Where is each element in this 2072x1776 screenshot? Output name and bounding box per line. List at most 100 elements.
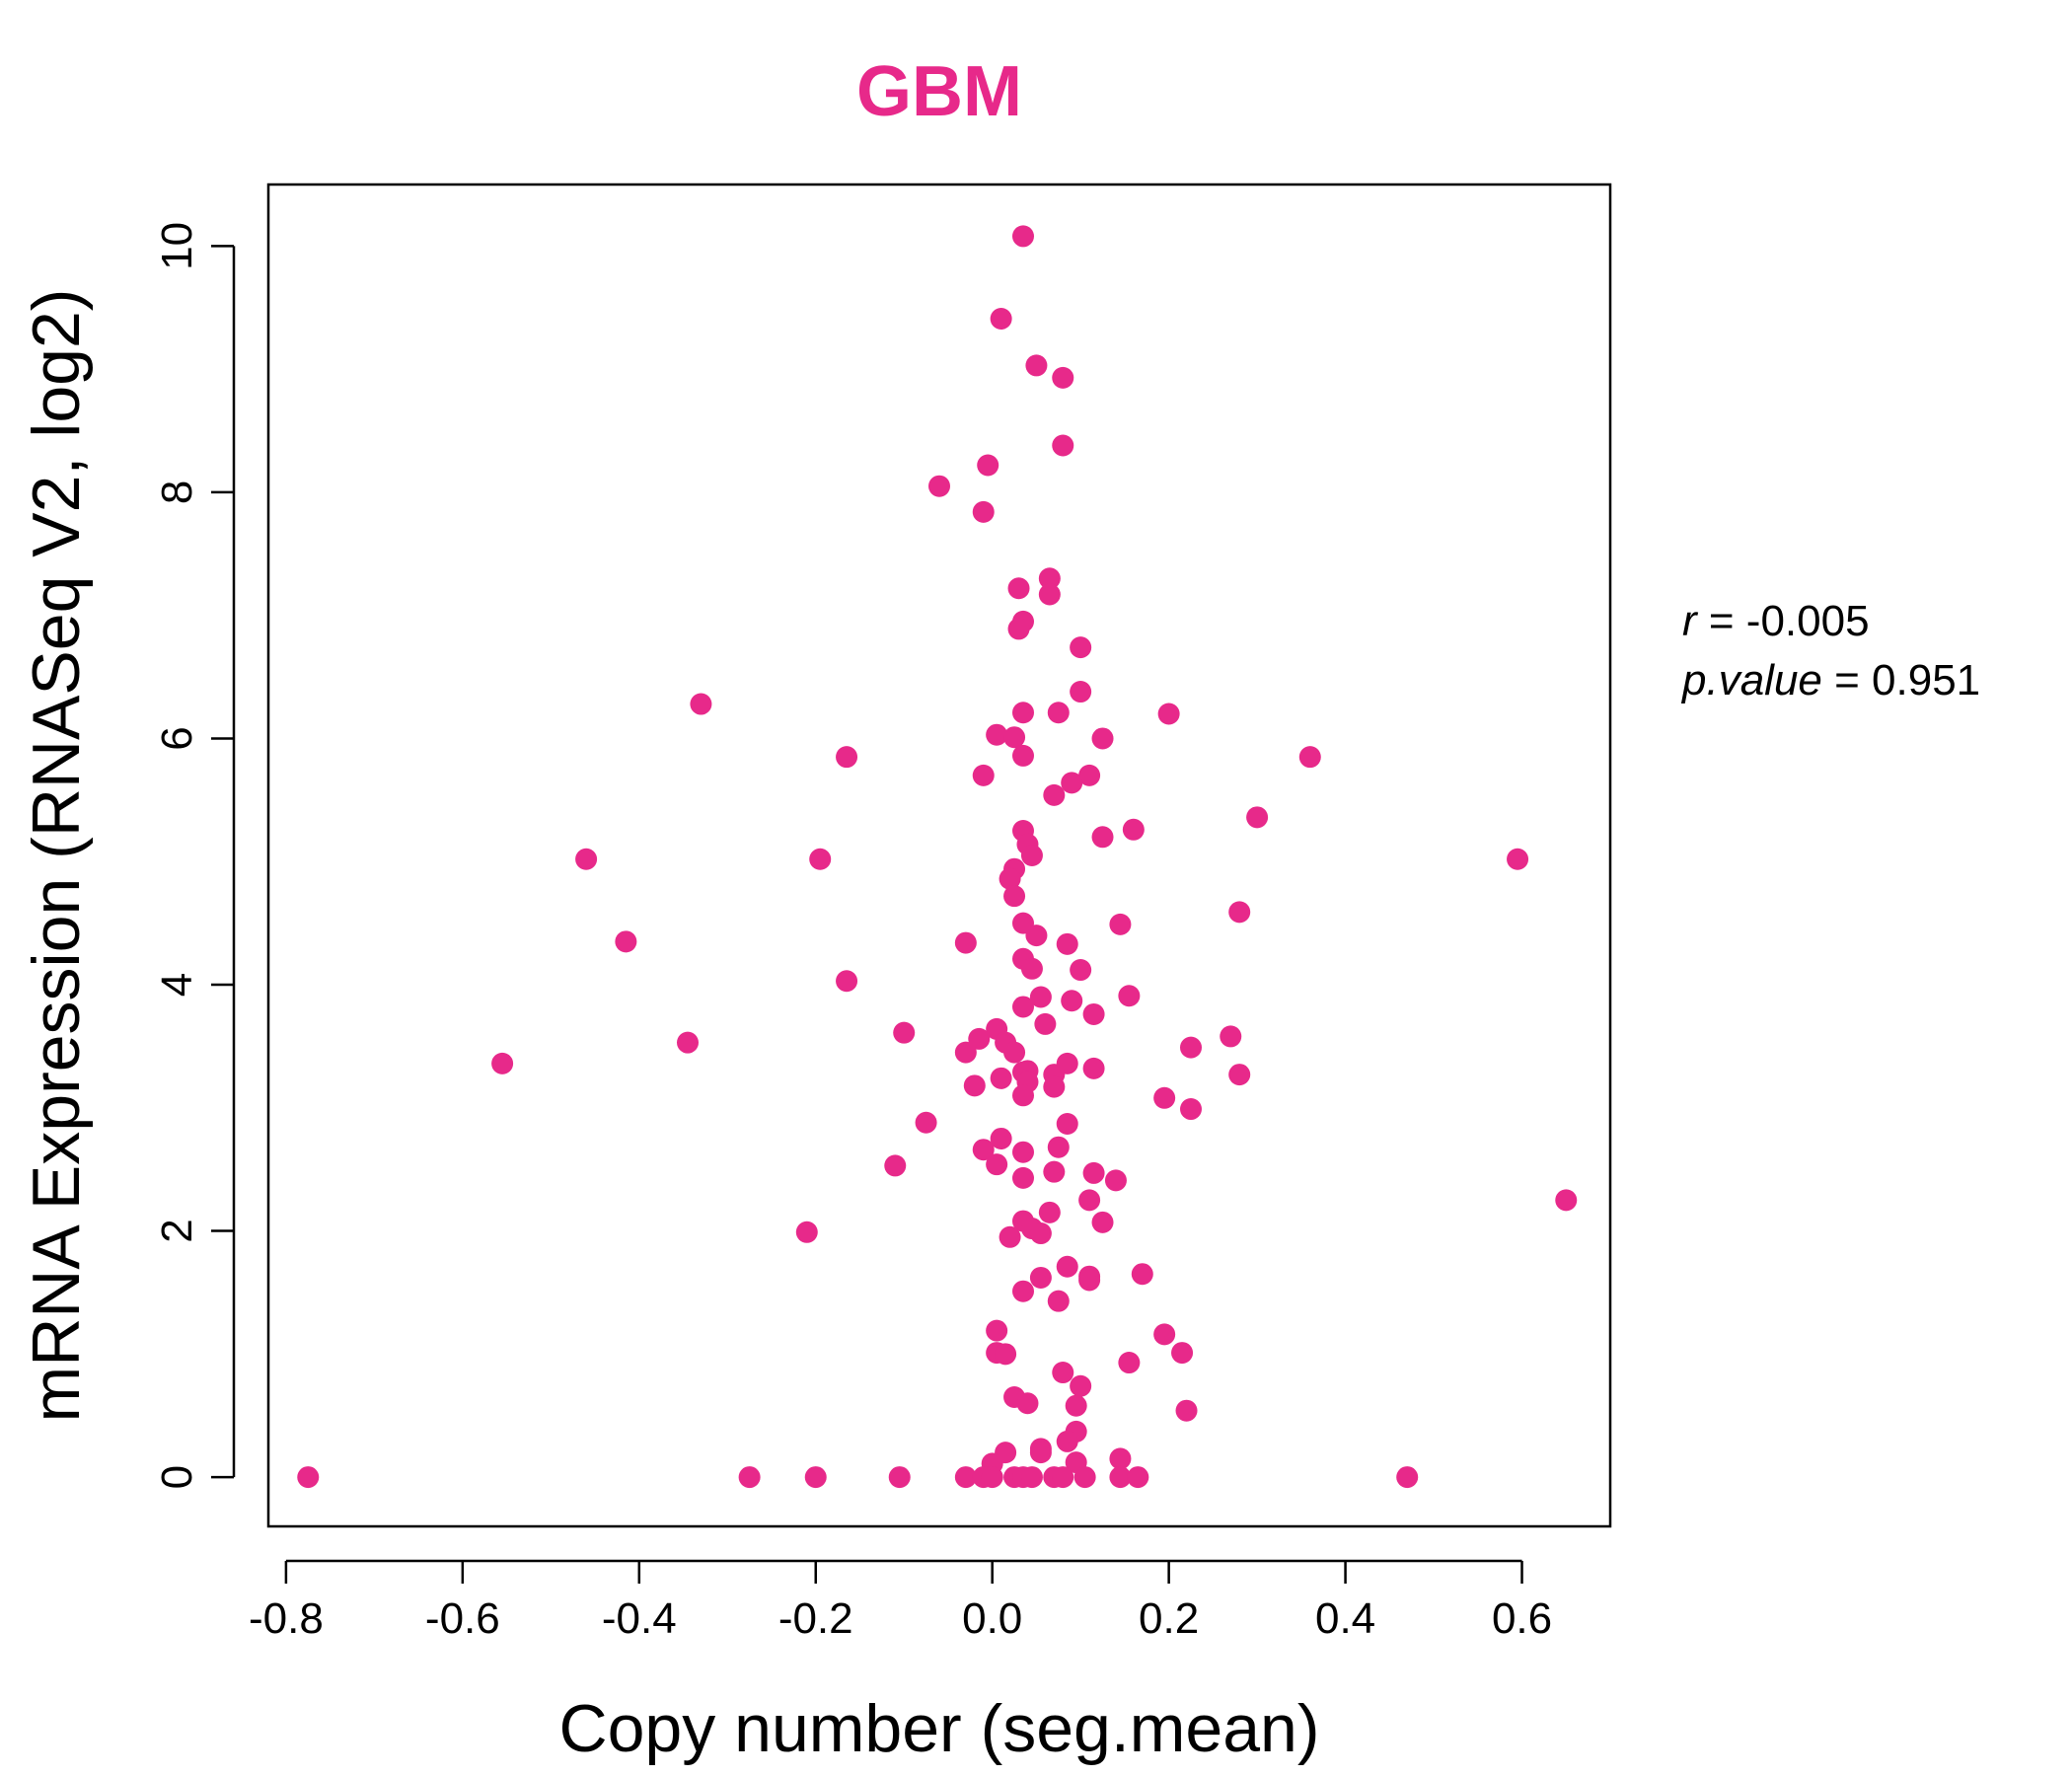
data-point: [990, 1127, 1012, 1149]
data-point: [1153, 1086, 1176, 1109]
data-point: [1012, 225, 1034, 248]
data-point: [1012, 1166, 1034, 1189]
data-point: [1555, 1189, 1578, 1212]
data-point: [1056, 1113, 1078, 1135]
data-point: [1052, 1466, 1074, 1489]
data-point: [1104, 1169, 1127, 1192]
data-point: [1298, 746, 1321, 769]
data-point: [1131, 1263, 1153, 1286]
x-axis: -0.8 -0.6 -0.4 -0.2 0.0 0.2 0.4 0.6: [249, 1559, 1552, 1643]
data-point: [1007, 618, 1030, 640]
data-point: [1043, 1075, 1066, 1098]
x-tick-label: 0.2: [1139, 1594, 1199, 1643]
data-point: [1047, 702, 1070, 724]
data-point: [1118, 1352, 1141, 1374]
data-point: [1038, 1201, 1061, 1223]
data-point: [1070, 636, 1092, 659]
data-point: [1109, 1447, 1132, 1470]
data-point: [915, 1111, 937, 1134]
data-point: [1029, 1442, 1052, 1464]
data-point: [1507, 848, 1529, 870]
data-point: [1061, 990, 1083, 1012]
data-point: [954, 931, 977, 954]
data-point: [1153, 1323, 1176, 1346]
data-point: [1078, 1189, 1101, 1212]
data-point: [1065, 1394, 1087, 1417]
x-tick-label: -0.6: [425, 1594, 500, 1643]
data-point: [1034, 1012, 1057, 1035]
data-point: [1070, 681, 1092, 703]
data-point: [1082, 1161, 1105, 1184]
r-label: r: [1682, 597, 1697, 645]
data-point: [1052, 1362, 1074, 1384]
data-point: [1109, 913, 1132, 935]
y-tick-label: 6: [153, 726, 201, 750]
data-point: [1007, 577, 1030, 600]
x-tick-label: 0.0: [962, 1594, 1022, 1643]
data-point: [990, 308, 1012, 330]
data-point: [1012, 1141, 1034, 1163]
x-tick-label: -0.4: [602, 1594, 677, 1643]
data-point: [1070, 959, 1092, 982]
data-point: [1029, 986, 1052, 1008]
data-point: [995, 1343, 1017, 1366]
data-point: [999, 867, 1021, 890]
data-point: [1396, 1466, 1419, 1489]
data-point: [977, 454, 999, 477]
data-point: [986, 723, 1008, 746]
data-point: [1073, 1466, 1096, 1489]
data-point: [1012, 1280, 1034, 1302]
y-tick-label: 2: [153, 1219, 201, 1242]
data-point: [1003, 726, 1026, 749]
data-point: [1056, 1430, 1078, 1452]
data-point: [1091, 727, 1114, 750]
data-point: [986, 1153, 1008, 1176]
data-point: [1220, 1025, 1242, 1048]
data-point: [1056, 1255, 1078, 1278]
data-point: [804, 1466, 827, 1489]
data-point: [1228, 1064, 1251, 1086]
data-point: [809, 848, 832, 870]
y-axis-label: mRNA Expression (RNASeq V2, log2): [19, 289, 94, 1423]
data-point: [1029, 1222, 1052, 1245]
data-point: [968, 1027, 991, 1050]
data-point: [1180, 1036, 1202, 1059]
data-point: [1012, 1084, 1034, 1107]
plot-frame: [266, 183, 1612, 1528]
data-point: [1118, 985, 1141, 1007]
data-point: [1020, 1466, 1043, 1489]
data-point: [1012, 702, 1034, 724]
x-tick-label: -0.8: [249, 1594, 324, 1643]
data-point: [738, 1466, 761, 1489]
p-value: = 0.951: [1821, 656, 1981, 704]
p-label: p.value: [1682, 656, 1822, 704]
data-point: [1175, 1399, 1198, 1422]
data-point: [986, 1319, 1008, 1342]
data-point: [1043, 1160, 1066, 1183]
p-value-stat: p.value = 0.951: [1682, 656, 1980, 705]
y-tick-label: 8: [153, 481, 201, 504]
data-point: [1228, 901, 1251, 924]
data-point: [677, 1031, 699, 1054]
data-point: [1061, 772, 1083, 794]
data-point: [1052, 434, 1074, 457]
data-point: [1020, 957, 1043, 980]
data-point: [1122, 818, 1145, 841]
data-point: [1025, 354, 1048, 377]
data-point: [575, 848, 598, 870]
data-point: [836, 746, 858, 769]
data-point: [1157, 703, 1180, 725]
data-point: [884, 1154, 907, 1177]
data-point: [1016, 1392, 1039, 1415]
data-point: [972, 500, 995, 523]
data-point: [1003, 1041, 1026, 1064]
x-axis-label: Copy number (seg.mean): [558, 1691, 1319, 1766]
data-point: [1078, 1269, 1101, 1292]
data-point: [1012, 744, 1034, 767]
data-point: [1052, 366, 1074, 389]
data-point: [690, 693, 712, 715]
data-point: [1078, 764, 1101, 786]
data-point: [888, 1466, 911, 1489]
y-tick-label: 4: [153, 973, 201, 997]
